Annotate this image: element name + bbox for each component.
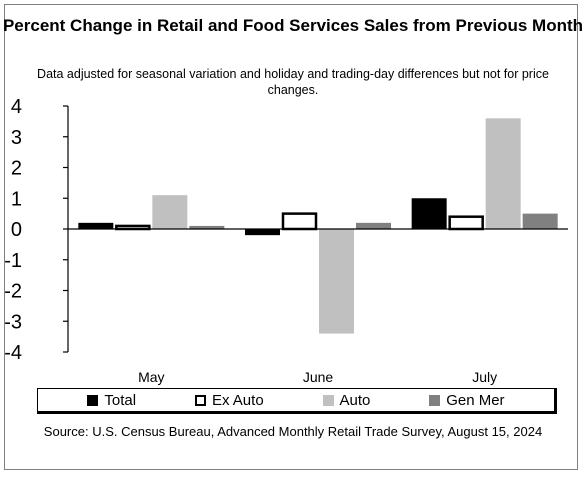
legend-label-gen-mer: Gen Mer bbox=[446, 391, 505, 409]
bar-total-july bbox=[411, 198, 447, 229]
legend-swatch-gen-mer bbox=[429, 394, 441, 406]
legend-label-auto: Auto bbox=[339, 391, 371, 409]
bar-ex-auto-june bbox=[281, 212, 318, 231]
y-tick-label: -1 bbox=[4, 250, 22, 272]
y-tick-label: -3 bbox=[4, 311, 22, 333]
bar-total-may bbox=[78, 222, 114, 229]
y-tick-label: 3 bbox=[11, 127, 22, 149]
bar-auto-june bbox=[319, 229, 354, 334]
source-note: Source: U.S. Census Bureau, Advanced Mon… bbox=[43, 424, 543, 439]
legend-item-ex-auto: Ex Auto bbox=[194, 391, 264, 409]
legend-swatch-ex-auto bbox=[194, 394, 206, 406]
y-tick-label: 0 bbox=[11, 219, 22, 241]
legend-label-ex-auto: Ex Auto bbox=[211, 391, 264, 409]
legend-swatch-auto bbox=[322, 394, 334, 406]
y-tick-label: -2 bbox=[4, 281, 22, 303]
y-tick-labels: 4 3 2 1 0 -1 -2 -3 -4 bbox=[4, 96, 22, 364]
y-tick-label: -4 bbox=[4, 342, 22, 364]
x-label-june: June bbox=[303, 369, 334, 385]
y-tick-label: 4 bbox=[11, 96, 22, 118]
bar-ex-auto-july bbox=[448, 215, 484, 231]
chart-subtitle: Data adjusted for seasonal variation and… bbox=[37, 67, 549, 97]
chart-frame bbox=[4, 4, 578, 470]
bar-chart: 4 3 2 1 0 -1 -2 -3 -4 May June July bbox=[4, 96, 568, 385]
bar-gen-mer-may bbox=[189, 225, 225, 229]
bar-auto-july bbox=[485, 118, 521, 229]
bar-auto-may bbox=[152, 195, 188, 229]
x-category-labels: May June July bbox=[138, 369, 497, 385]
legend-item-total: Total bbox=[87, 392, 136, 409]
legend: Total Ex Auto Auto Gen Mer bbox=[37, 388, 557, 414]
bar-gen-mer-july bbox=[522, 213, 558, 229]
y-tick-label: 2 bbox=[11, 158, 22, 180]
legend-label-total: Total bbox=[104, 391, 137, 409]
bars-group bbox=[78, 118, 558, 334]
y-tick-label: 1 bbox=[11, 188, 22, 210]
axes-group bbox=[63, 105, 568, 353]
chart-title: Percent Change in Retail and Food Servic… bbox=[2, 16, 584, 35]
legend-item-gen-mer: Gen Mer bbox=[429, 391, 505, 409]
bar-gen-mer-june bbox=[356, 222, 391, 229]
legend-item-auto: Auto bbox=[322, 391, 371, 409]
bar-total-june bbox=[245, 229, 280, 236]
x-label-may: May bbox=[138, 369, 164, 385]
x-label-july: July bbox=[472, 369, 497, 385]
legend-swatch-total bbox=[87, 394, 99, 406]
